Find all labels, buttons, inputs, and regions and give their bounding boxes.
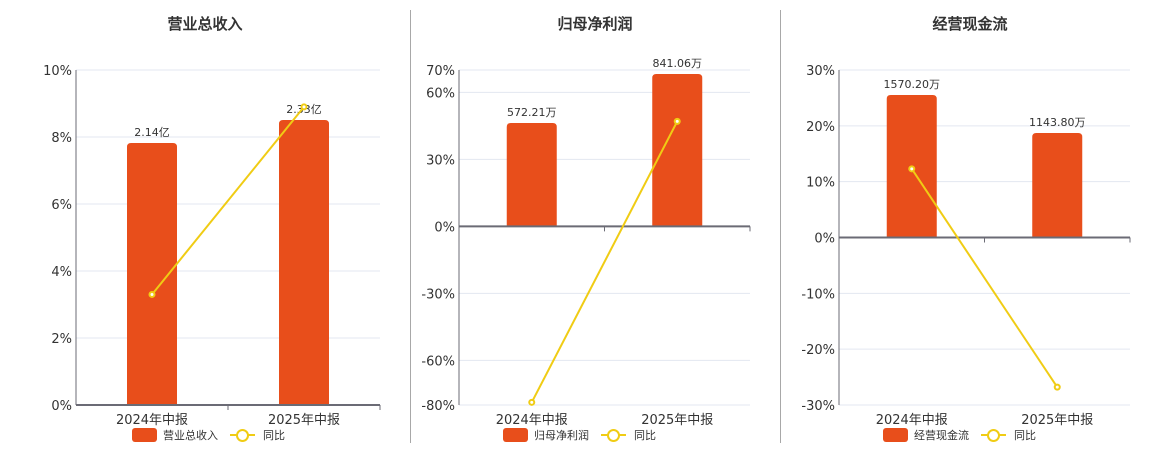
bar[interactable] [1032, 133, 1083, 238]
chart-panel-net-profit: 归母净利润 -80% -60% -30% 0% 30% 60% 70% 572.21万 2024… [421, 15, 751, 443]
y-tick-label: -10% [801, 287, 835, 302]
legend-bar-label[interactable]: 营业总收入 [163, 429, 218, 442]
bar-value-label: 572.21万 [507, 106, 557, 119]
legend-bar-swatch[interactable] [503, 428, 528, 442]
y-tick-label: 4% [51, 265, 72, 280]
y-tick-label: -30% [421, 287, 455, 302]
y-tick-label: -80% [421, 399, 455, 414]
legend-line-label[interactable]: 同比 [1014, 429, 1036, 442]
x-category-label: 2025年中报 [268, 413, 340, 428]
chart-legend: 经营现金流 同比 [883, 427, 1036, 443]
y-tick-label: 60% [426, 86, 455, 101]
legend-bar-label[interactable]: 归母净利润 [534, 429, 589, 442]
yoy-line [530, 120, 679, 403]
bar-value-label: 1570.20万 [884, 78, 941, 91]
chart-title: 经营现金流 [932, 15, 1008, 33]
yoy-line [910, 168, 1059, 388]
yoy-point[interactable] [528, 398, 536, 406]
legend-line-label[interactable]: 同比 [263, 429, 285, 442]
y-tick-label: 10% [806, 176, 835, 191]
chart-panel-revenue: 营业总收入 0%2%4%6%8%10%2.14亿2024年中报2.33亿2025… [0, 0, 410, 450]
y-tick-label: 20% [806, 120, 835, 135]
y-tick-label: 8% [51, 131, 72, 146]
bar[interactable] [652, 74, 703, 227]
x-category-label: 2024年中报 [876, 413, 948, 428]
bar-value-label: 1143.80万 [1029, 116, 1086, 129]
y-tick-label: 0% [814, 232, 835, 247]
y-tick-label: 6% [51, 198, 72, 213]
chart-legend: 营业总收入 同比 [132, 427, 285, 443]
chart-legend: 归母净利润 同比 [503, 427, 656, 443]
y-tick-label: 70% [426, 64, 455, 79]
legend-bar-swatch[interactable] [132, 428, 157, 442]
x-category-label: 2024年中报 [116, 413, 188, 428]
legend-bar-swatch[interactable] [883, 428, 908, 442]
x-category-label: 2024年中报 [496, 413, 568, 428]
y-tick-label: -60% [421, 354, 455, 369]
legend-bar-label[interactable]: 经营现金流 [914, 429, 969, 442]
legend-line-icon[interactable] [230, 428, 255, 442]
legend-line-label[interactable]: 同比 [634, 429, 656, 442]
yoy-point[interactable] [148, 290, 156, 298]
panel-separator [780, 10, 781, 443]
y-tick-label: 10% [43, 64, 72, 79]
y-tick-label: 30% [806, 64, 835, 79]
yoy-point[interactable] [300, 103, 308, 111]
chart-plot: -80% -60% -30% 0% 30% 60% 70% 572.21万 2024年中报 841… [421, 57, 751, 428]
yoy-point[interactable] [1053, 383, 1061, 391]
bar[interactable] [279, 120, 329, 405]
legend-line-icon[interactable] [981, 428, 1006, 442]
y-tick-label: -20% [801, 343, 835, 358]
panel-separator [410, 10, 411, 443]
yoy-line [151, 106, 305, 296]
x-category-label: 2025年中报 [1021, 413, 1093, 428]
bar[interactable] [127, 143, 177, 405]
legend-line-icon[interactable] [601, 428, 626, 442]
bar-value-label: 2.14亿 [134, 126, 170, 139]
yoy-point[interactable] [673, 117, 681, 125]
chart-title: 归母净利润 [557, 15, 633, 33]
y-tick-label: 0% [434, 220, 455, 235]
chart-title: 营业总收入 [167, 15, 243, 33]
bar-value-label: 841.06万 [653, 57, 703, 70]
y-tick-label: -30% [801, 399, 835, 414]
y-tick-label: 2% [51, 332, 72, 347]
yoy-point[interactable] [908, 165, 916, 173]
x-category-label: 2025年中报 [641, 413, 713, 428]
bar[interactable] [506, 123, 557, 227]
y-tick-label: 30% [426, 153, 455, 168]
y-tick-label: 0% [51, 399, 72, 414]
